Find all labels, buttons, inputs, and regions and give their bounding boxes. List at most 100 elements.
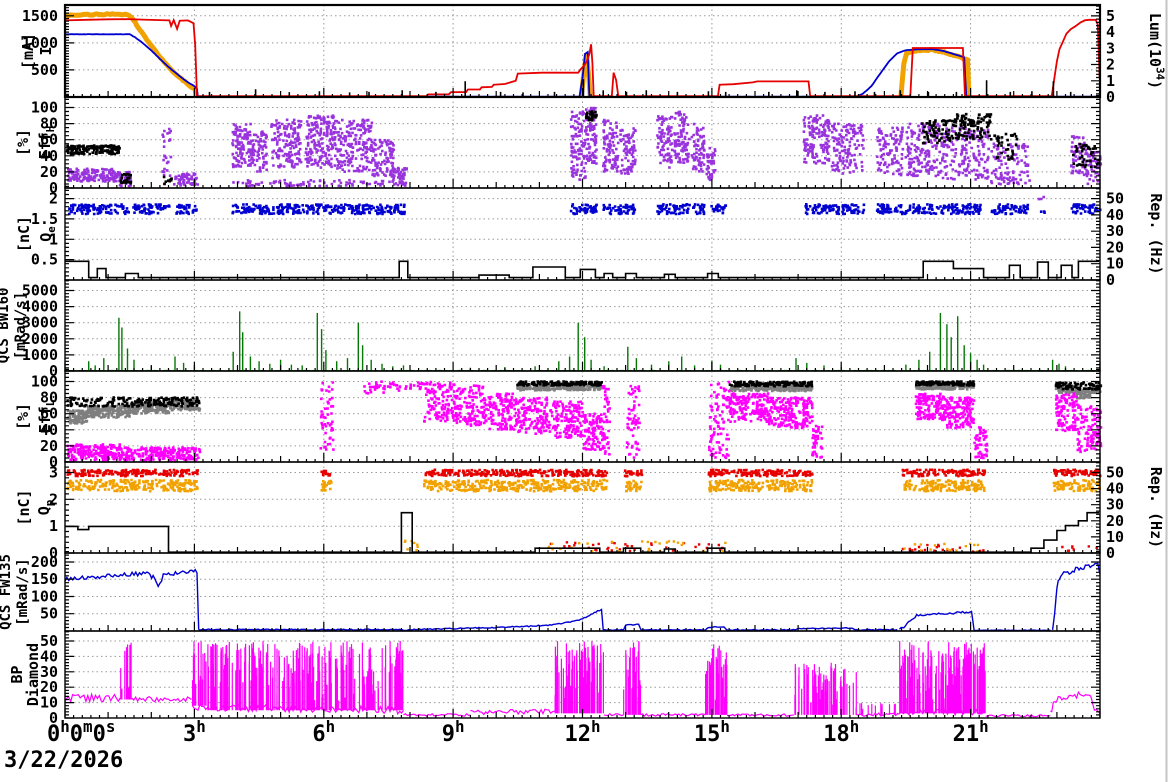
series-qe-charge <box>68 203 1102 216</box>
y-axis-title: EffL <box>36 399 57 433</box>
tick-label-right: 4 <box>1106 23 1115 41</box>
tick-label-left: 80 <box>40 115 58 133</box>
axis-ticks <box>64 631 1101 719</box>
tick-label-right: 20 <box>1106 238 1124 256</box>
tick-label-left: 0.5 <box>31 251 58 269</box>
y-axis-title: I <box>37 46 55 55</box>
tick-label-left: 0 <box>49 709 58 727</box>
tick-label-left: 0 <box>49 362 58 380</box>
series-effh-high-scatter <box>65 110 1100 186</box>
series-effl-black <box>66 380 1102 408</box>
y-axis-title: [%] <box>14 403 32 430</box>
series-qp-stray-red <box>549 541 1098 553</box>
tick-label-right: 30 <box>1106 496 1124 514</box>
tick-label-left: 20 <box>40 437 58 455</box>
y-axis-title-right: Lum(1034) <box>1146 13 1166 89</box>
series-stray-blue <box>1039 210 1046 214</box>
y-axis-title: [mRad/s] <box>13 292 29 359</box>
y-axis-title-right: Rep. (Hz) <box>1147 467 1165 548</box>
gridlines <box>65 280 1100 371</box>
series-luminosity <box>64 17 1101 98</box>
x-axis-label: 15h <box>694 717 730 747</box>
tick-label-left: 5000 <box>22 281 58 299</box>
x-axis-label: 12h <box>564 717 600 747</box>
series-effh-scatter <box>67 106 1103 188</box>
series-rep-rate-p <box>65 511 1100 553</box>
tick-label-left: 50 <box>40 632 58 650</box>
tick-label-left: 60 <box>40 131 58 149</box>
tick-label-left: 0 <box>49 453 58 471</box>
x-axis-label: 18h <box>823 717 859 747</box>
tick-label-left: 1500 <box>22 7 58 25</box>
tick-label-left: 500 <box>31 61 58 79</box>
x-axis-label: 21h <box>953 717 989 747</box>
tick-label-left: 200 <box>31 553 58 571</box>
tick-label-left: 100 <box>31 372 58 390</box>
tick-label-left: 40 <box>40 647 58 665</box>
tick-label-left: 100 <box>31 98 58 116</box>
tick-label-right: 40 <box>1106 480 1124 498</box>
tick-label-left: 20 <box>40 678 58 696</box>
tick-label-right: 0 <box>1106 271 1115 289</box>
tick-label-right: 0 <box>1106 88 1115 106</box>
y-axis-title: Diamond <box>24 643 42 706</box>
y-axis-title: BP <box>8 665 26 683</box>
tick-label-left: 150 <box>31 570 58 588</box>
tick-label-right: 20 <box>1106 512 1124 530</box>
tick-label-right: 10 <box>1106 255 1124 273</box>
series-effl-scatter <box>66 380 1103 462</box>
y-axis-title-right: Rep. (Hz) <box>1147 193 1165 274</box>
tick-label-left: 1.5 <box>31 210 58 228</box>
tick-label-left: 1000 <box>22 346 58 364</box>
series-qcs-fw135-rate <box>64 562 1101 632</box>
tick-label-right: 0 <box>1106 544 1115 562</box>
tick-label-right: 40 <box>1106 206 1124 224</box>
y-axis-title: EffH <box>36 126 57 160</box>
x-axis-label: 0h0m0s <box>47 717 115 747</box>
y-axis-title: [mA] <box>19 33 37 69</box>
y-axis-title: Qe <box>37 226 58 242</box>
tick-label-left: 20 <box>40 163 58 181</box>
series-qp-charge-primary <box>66 468 1102 478</box>
tick-label-right: 50 <box>1106 463 1124 481</box>
date-label: 3/22/2026 <box>4 748 124 773</box>
tick-label-right: 1 <box>1106 72 1115 90</box>
tick-label-left: 0 <box>49 179 58 197</box>
gridlines <box>65 462 1100 553</box>
tick-label-left: 3 <box>49 463 58 481</box>
tick-label-left: 2 <box>49 190 58 208</box>
tick-label-right: 5 <box>1106 7 1115 25</box>
tick-label-left: 2000 <box>22 330 58 348</box>
tick-label-left: 3000 <box>22 314 58 332</box>
tick-label-left: 40 <box>40 421 58 439</box>
tick-label-left: 1 <box>49 230 58 248</box>
y-axis-title: QCS FW135 <box>0 554 14 630</box>
y-axis-title: QCS BW160 <box>0 288 12 364</box>
tick-label-left: 2 <box>49 490 58 508</box>
series-bp-diamond-spikes <box>120 641 986 715</box>
tick-label-right: 10 <box>1106 528 1124 546</box>
tick-label-left: 1000 <box>22 34 58 52</box>
y-axis-title: [nC] <box>15 216 33 252</box>
tick-label-left: 80 <box>40 389 58 407</box>
tick-label-left: 30 <box>40 663 58 681</box>
tick-label-right: 2 <box>1106 56 1115 74</box>
tick-label-left: 1 <box>49 517 58 535</box>
tick-label-left: 60 <box>40 405 58 423</box>
y-axis-title: Qp <box>35 499 56 515</box>
tick-label-left: 0 <box>49 544 58 562</box>
y-axis-title: [nC] <box>15 489 33 525</box>
tick-label-left: 50 <box>40 605 58 623</box>
tick-label-left: 40 <box>40 147 58 165</box>
gridlines <box>65 553 1100 631</box>
tick-label-right: 50 <box>1106 190 1124 208</box>
tick-label-left: 4000 <box>22 298 58 316</box>
x-axis-label: 3h <box>183 717 206 747</box>
tick-label-left: 100 <box>31 587 58 605</box>
